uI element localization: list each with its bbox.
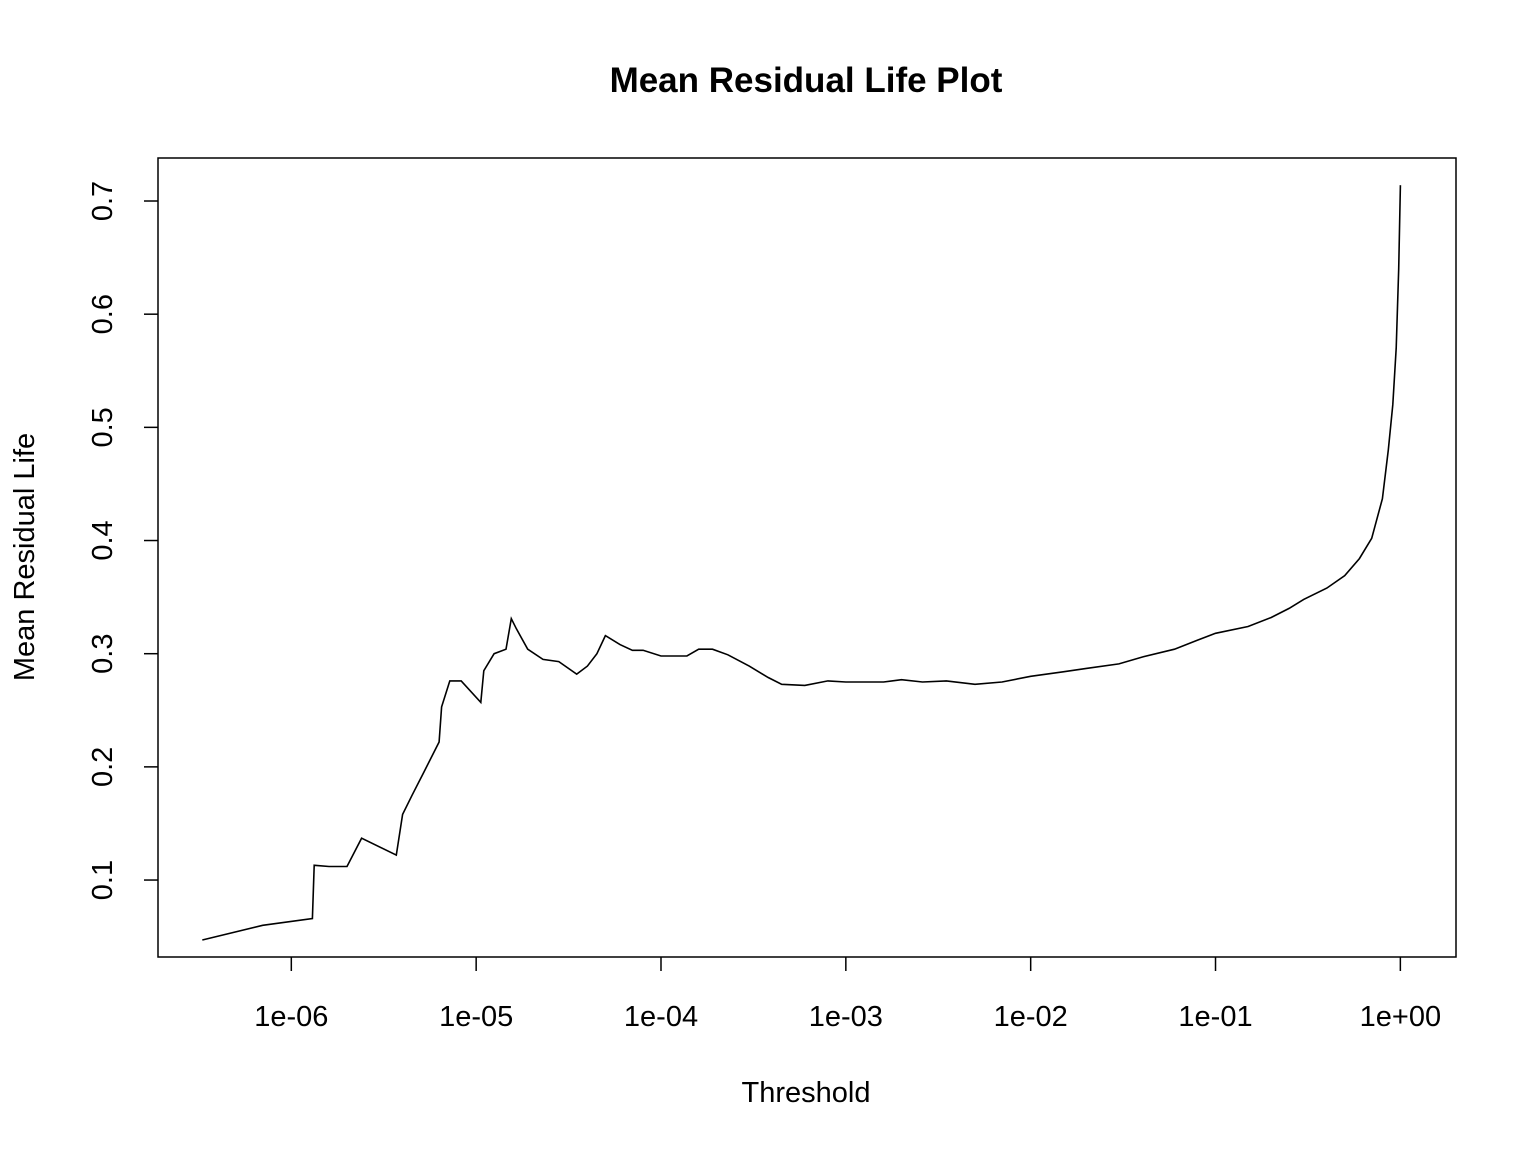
y-tick-label: 0.2 xyxy=(87,747,119,787)
y-tick-label: 0.3 xyxy=(87,634,119,674)
y-axis-label: Mean Residual Life xyxy=(9,433,41,681)
y-axis: 0.1 0.2 0.3 0.4 0.5 0.6 0.7 xyxy=(87,181,158,900)
y-tick-label: 0.1 xyxy=(87,860,119,900)
x-axis: 1e-06 1e-05 1e-04 1e-03 1e-02 1e-01 1e+00 xyxy=(254,957,1441,1033)
x-tick-label: 1e-06 xyxy=(254,1001,328,1033)
x-axis-label: Threshold xyxy=(742,1077,871,1109)
series-line xyxy=(202,185,1402,941)
x-tick-label: 1e-01 xyxy=(1178,1001,1252,1033)
x-tick-label: 1e+00 xyxy=(1360,1001,1441,1033)
x-tick-label: 1e-04 xyxy=(624,1001,698,1033)
y-tick-label: 0.4 xyxy=(87,520,119,560)
x-tick-label: 1e-02 xyxy=(994,1001,1068,1033)
y-tick-label: 0.6 xyxy=(87,294,119,334)
y-tick-label: 0.7 xyxy=(87,181,119,221)
x-tick-label: 1e-03 xyxy=(809,1001,883,1033)
plot-frame xyxy=(157,157,1457,958)
chart-title: Mean Residual Life Plot xyxy=(610,61,1003,100)
x-tick-label: 1e-05 xyxy=(439,1001,513,1033)
y-tick-label: 0.5 xyxy=(87,407,119,447)
